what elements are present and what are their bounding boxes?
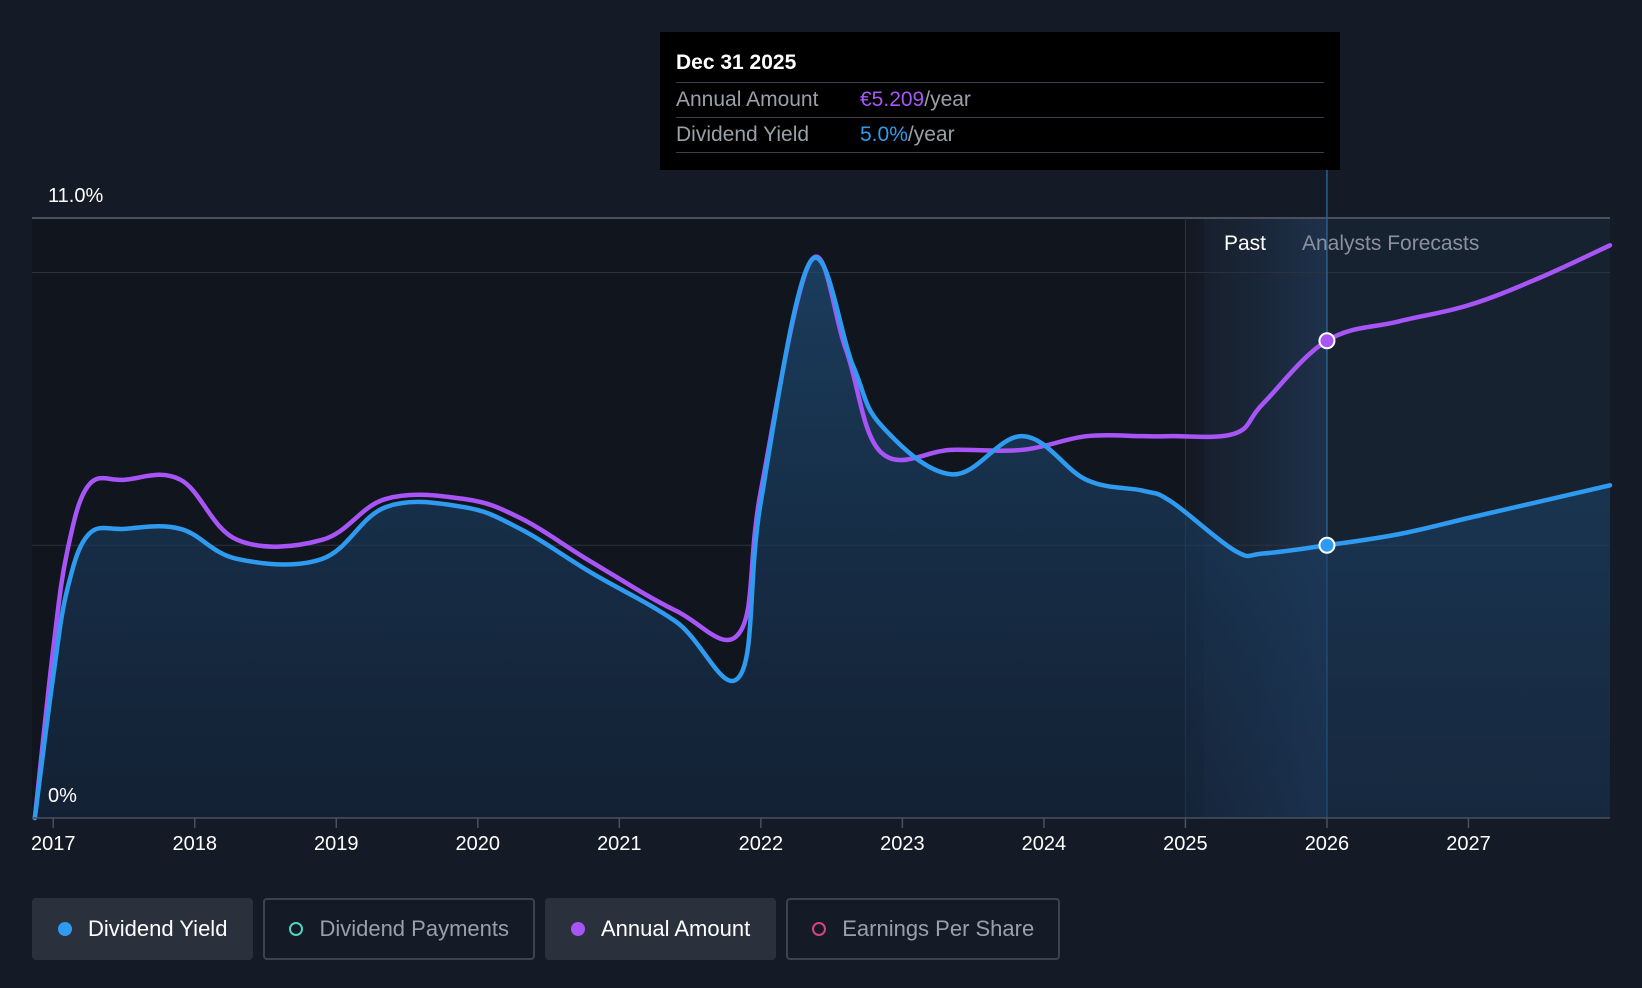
marker-layer xyxy=(1318,332,1336,554)
tooltip-label: Annual Amount xyxy=(676,88,819,111)
series-layer xyxy=(32,243,1613,821)
earnings-per-share-ring-icon xyxy=(812,922,827,936)
forecast-region-label: Analysts Forecasts xyxy=(1302,232,1479,255)
tooltip-label: Dividend Yield xyxy=(676,123,810,146)
x-tick-label: 2022 xyxy=(739,833,784,855)
legend-dividend-payments[interactable]: Dividend Payments xyxy=(263,898,535,960)
annual-amount-marker[interactable] xyxy=(1318,332,1336,350)
dividend-yield-dot-icon xyxy=(58,922,72,936)
legend-label: Earnings Per Share xyxy=(842,916,1035,941)
legend-earnings-per-share[interactable]: Earnings Per Share xyxy=(786,898,1061,960)
legend-dividend-yield[interactable]: Dividend Yield xyxy=(32,898,254,960)
x-tick-label: 2023 xyxy=(880,833,925,855)
legend-label: Dividend Yield xyxy=(88,916,228,941)
x-tick-label: 2019 xyxy=(314,833,359,855)
dividend-yield-area xyxy=(34,257,1611,819)
chart-legend: Dividend Yield Dividend Payments Annual … xyxy=(32,898,1061,960)
tooltip-row-annual-amount: Annual Amount €5.209 /year xyxy=(676,83,1324,118)
legend-annual-amount[interactable]: Annual Amount xyxy=(544,898,777,960)
y-axis-bottom-label: 0% xyxy=(48,785,77,807)
dividend-payments-ring-icon xyxy=(289,922,304,936)
dividend-yield-marker[interactable] xyxy=(1318,536,1336,554)
tooltip-unit: /year xyxy=(907,123,955,146)
legend-label: Annual Amount xyxy=(600,916,751,941)
past-region-label: Past xyxy=(1224,232,1266,255)
y-axis-top-label: 11.0% xyxy=(48,185,103,207)
tooltip-unit: /year xyxy=(924,88,971,111)
tooltip-date: Dec 31 2025 xyxy=(676,48,1324,83)
x-tick-label: 2018 xyxy=(173,833,218,855)
dividend-yield-line xyxy=(32,255,1613,821)
tooltip-value: 5.0% xyxy=(860,123,908,146)
x-tick-label: 2027 xyxy=(1446,833,1491,855)
tooltip-row-dividend-yield: Dividend Yield 5.0% /year xyxy=(676,118,1324,153)
tooltip-value: €5.209 xyxy=(860,88,925,111)
x-tick-label: 2021 xyxy=(597,833,642,855)
hover-tooltip: Dec 31 2025 Annual Amount €5.209 /year D… xyxy=(660,32,1340,170)
x-tick-label: 2017 xyxy=(31,833,76,855)
x-axis: 2017 2018 2019 2020 2021 2022 2023 2024 2025 2026… xyxy=(31,817,1610,855)
x-tick-label: 2020 xyxy=(456,833,501,855)
legend-label: Dividend Payments xyxy=(319,916,509,941)
x-tick-label: 2024 xyxy=(1022,833,1067,855)
annual-amount-dot-icon xyxy=(570,922,585,936)
x-tick-label: 2025 xyxy=(1163,833,1208,855)
x-tick-label: 2026 xyxy=(1305,833,1350,855)
